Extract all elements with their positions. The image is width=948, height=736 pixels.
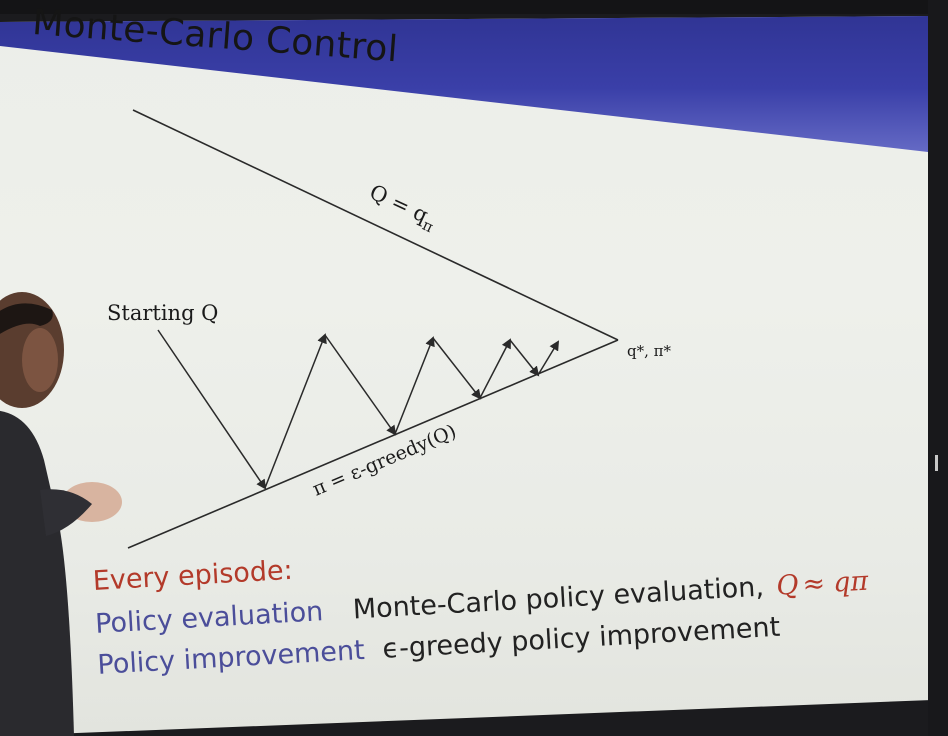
zigzag-arrow-down-2 — [432, 337, 482, 400]
starting-q-label: Starting Q — [107, 301, 218, 325]
approx-lhs: Q — [775, 569, 800, 602]
right-dark-edge — [928, 0, 948, 736]
zigzag-arrow-up-4 — [537, 340, 560, 376]
apex-label: q*, π* — [627, 342, 671, 360]
zigzag-arrow-up-3 — [479, 338, 511, 399]
lower-line — [127, 339, 619, 549]
presenter-arm — [40, 489, 92, 536]
starting-arrow — [157, 329, 267, 490]
upper-line — [132, 109, 619, 341]
presenter-hair — [0, 303, 53, 334]
zigzag-arrow-down-3 — [509, 339, 540, 377]
upper-line-label: Q = qπ — [364, 180, 441, 237]
policy-improvement-term: Policy improvement — [96, 634, 366, 681]
zigzag-arrow-down-1 — [324, 334, 397, 436]
lower-line-label: π = ε-greedy(Q) — [309, 420, 459, 500]
approx-rhs: qπ — [832, 565, 869, 599]
presenter-body — [0, 410, 74, 736]
zigzag-arrow-up-1 — [264, 333, 327, 489]
zigzag-arrow-up-2 — [394, 336, 435, 435]
edge-mark — [935, 455, 938, 471]
presenter-figure — [0, 292, 122, 736]
policy-evaluation-term: Policy evaluation — [94, 596, 325, 640]
top-dark-strip — [0, 0, 948, 14]
presenter-face-highlight — [22, 328, 58, 392]
approx-symbol: ≈ — [801, 568, 826, 601]
